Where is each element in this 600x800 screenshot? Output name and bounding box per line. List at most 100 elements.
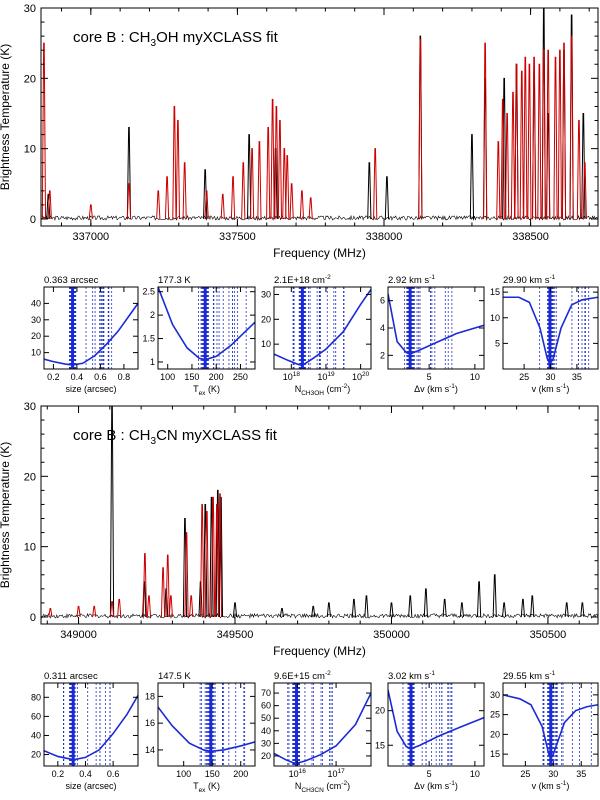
spectral-line-peak	[214, 503, 219, 617]
panel-frame	[387, 682, 485, 767]
x-tick-label: 337500	[219, 231, 256, 243]
y-tick-label: 30	[31, 315, 41, 325]
spectral-line-peak	[530, 595, 535, 617]
plot-frame	[40, 405, 599, 625]
x-axis-label: Frequency (MHz)	[273, 644, 366, 658]
spectral-line-peak	[249, 148, 255, 219]
spectral-line-peak	[172, 105, 177, 219]
x-tick-label: 1019	[317, 371, 335, 382]
x-tick-label: 30	[545, 372, 555, 382]
spectral-line-peak	[546, 49, 551, 219]
parameter-panel-7: 1016 1017 20 30 40 50 60 709.6E+15 cm-2 NCH3CN (…	[261, 670, 372, 794]
spectral-line-peak	[311, 605, 316, 618]
spectrum-panel-0: 337000 337500 338000 338500 0 10 20 30 Frequency…	[0, 3, 599, 260]
y-tick-label: 30	[261, 738, 271, 748]
panel-plot-area	[503, 287, 598, 369]
spectral-line-peak	[289, 183, 294, 219]
spectral-line-peak	[232, 602, 238, 618]
x-axis-label: v (km s-1)	[532, 383, 570, 394]
chi-square-curve	[388, 293, 484, 355]
panel-plot-area	[388, 287, 484, 369]
panel-plot-area	[158, 287, 255, 369]
spectral-line-peak	[76, 605, 81, 618]
panel-frame	[43, 682, 139, 767]
best-fit-value: 2.92 km s-1	[388, 274, 435, 286]
y-tick-label: 10	[24, 144, 36, 156]
y-tick-label: 60	[31, 711, 41, 721]
spectral-line-peak	[492, 574, 497, 617]
x-tick-label: 250	[233, 372, 248, 382]
x-tick-label: 30	[548, 769, 558, 779]
spectral-line-peak	[285, 155, 290, 219]
spectral-line-peak	[92, 605, 97, 618]
spectral-line-peak	[48, 608, 53, 618]
plot-frame	[40, 7, 599, 227]
spectral-line-peak	[541, 49, 546, 219]
y-tick-label: 70	[261, 688, 271, 698]
x-tick-label: 1017	[327, 768, 345, 779]
y-axis-label: Brightness Temperature (K)	[0, 442, 12, 589]
parameter-panel-0: 0.2 0.4 0.6 0.8 10 20 30 40 0.363 arcsec size (ar…	[31, 275, 139, 394]
spectral-line-peak	[514, 63, 519, 219]
y-tick-label: 40	[31, 298, 41, 308]
spectral-line-peak	[270, 98, 275, 219]
spectral-line-peak	[156, 190, 161, 219]
spectral-line-peak	[553, 56, 558, 219]
spectral-line-peak	[580, 602, 585, 618]
spectral-line-peak	[367, 162, 372, 219]
x-tick-label: 0.4	[79, 769, 92, 779]
spectral-line-peak	[326, 602, 331, 618]
chi-square-curve	[44, 302, 138, 366]
chi-square-curve	[274, 692, 371, 765]
spectral-line-peak	[247, 134, 252, 219]
spectral-line-peak	[537, 63, 542, 219]
best-fit-value: 0.311 arcsec	[44, 671, 98, 682]
best-fit-value: 29.55 km s-1	[503, 670, 556, 682]
x-tick-label: 1020	[352, 371, 370, 382]
spectral-line-peak	[418, 39, 423, 219]
y-tick-label: 1	[150, 357, 155, 367]
spectral-line-peak	[483, 42, 488, 219]
spectral-line-peak	[165, 554, 170, 617]
x-tick-label: 349500	[217, 629, 254, 641]
y-tick-label: 15	[490, 749, 500, 759]
x-tick-label: 200	[233, 769, 248, 779]
y-tick-label: 20	[31, 750, 41, 760]
x-tick-label: 350000	[373, 629, 410, 641]
chi-square-curve	[44, 695, 138, 761]
spectrum-plot-area	[41, 406, 598, 620]
parameter-panel-8: 5 10 15 20 3.02 km s-1 Δv (km s-1)	[375, 670, 485, 791]
y-tick-label: 6	[380, 296, 385, 306]
best-fit-value: 3.02 km s-1	[388, 670, 435, 682]
y-tick-label: 15	[375, 740, 385, 750]
chi-square-curve	[503, 296, 598, 366]
spectral-line-peak	[109, 406, 115, 617]
spectral-line-peak	[500, 98, 505, 219]
spectral-line-peak	[373, 148, 378, 219]
spectral-line-peak	[476, 581, 482, 617]
x-tick-label: 1018	[283, 371, 301, 382]
y-tick-label: 60	[261, 701, 271, 711]
y-tick-label: 5	[495, 338, 500, 348]
best-fit-value: 0.363 arcsec	[44, 275, 99, 286]
spectrum-panel-1: 349000 349500 350000 350500 0 10 20 30 Frequency…	[0, 401, 599, 658]
spectral-line-peak	[308, 197, 313, 219]
spectral-line-peak	[204, 510, 209, 617]
chi-square-curve	[158, 287, 255, 361]
x-axis-label: Tex (K)	[193, 384, 220, 397]
spectral-line-peak	[200, 503, 205, 617]
x-axis-label: Δv (km s-1)	[414, 383, 458, 394]
x-tick-label: 10	[470, 372, 480, 382]
spectral-line-peak	[41, 42, 47, 219]
spectral-line-peak	[230, 176, 236, 219]
spectral-line-peak	[299, 190, 305, 219]
y-tick-label: 80	[31, 692, 41, 702]
spectral-line-peak	[282, 148, 287, 219]
chi-square-curve	[274, 289, 371, 367]
best-fit-value: 2.1E+18 cm-2	[274, 274, 331, 286]
panel-plot-area	[158, 683, 255, 766]
chart-title: core B : CH3OH myXCLASS fit	[73, 29, 279, 49]
best-fit-value: 9.6E+15 cm-2	[274, 670, 331, 682]
